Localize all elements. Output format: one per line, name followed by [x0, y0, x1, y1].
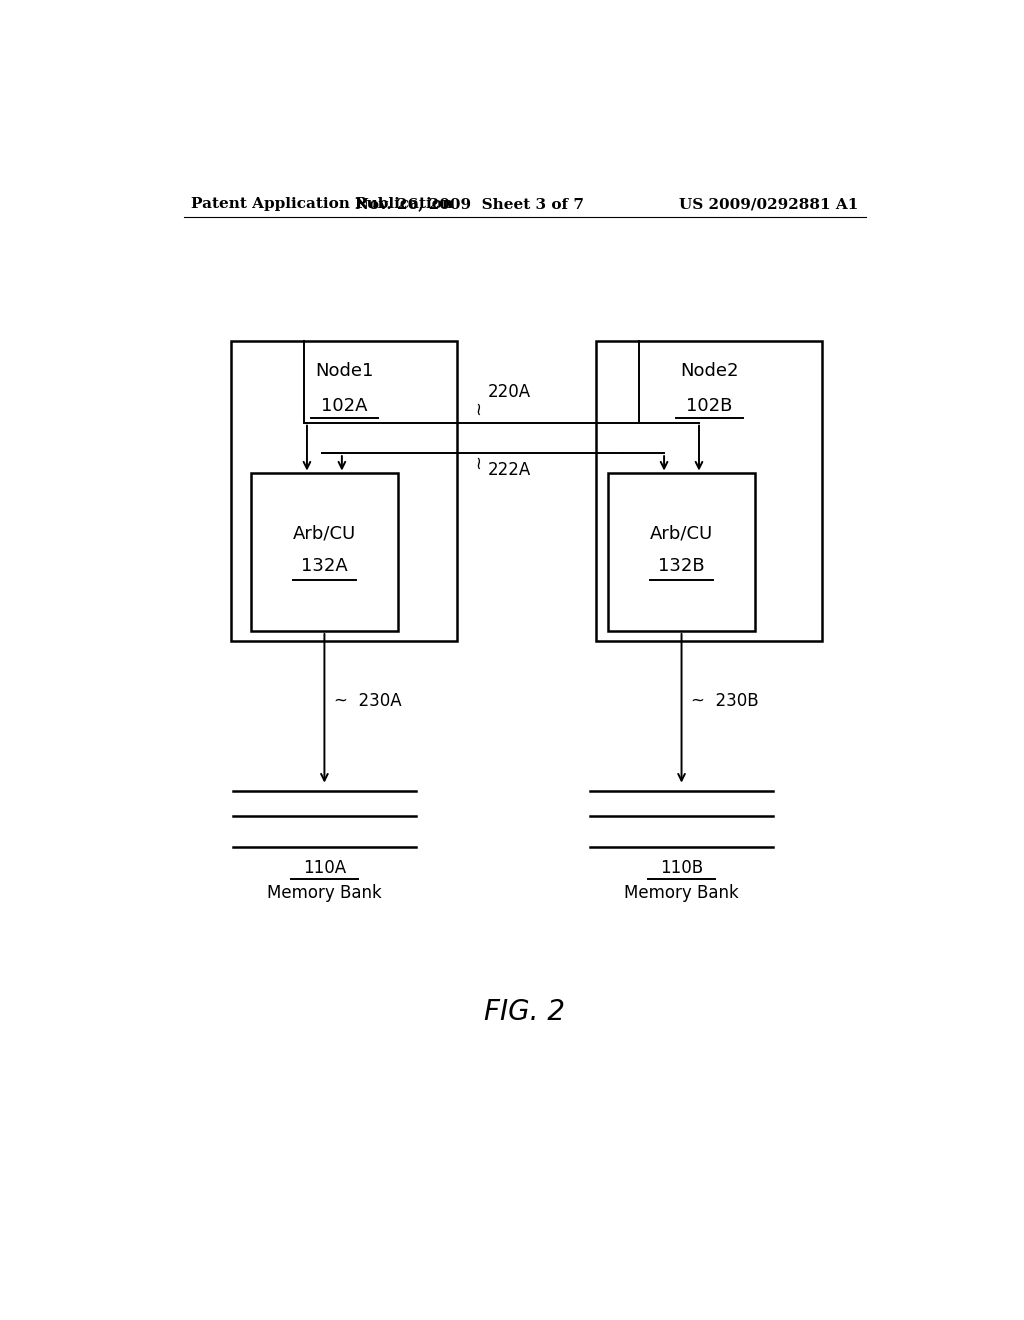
Text: Memory Bank: Memory Bank [267, 884, 382, 902]
FancyBboxPatch shape [231, 342, 458, 642]
Text: 222A: 222A [487, 461, 530, 479]
Text: ~: ~ [467, 401, 484, 417]
Text: ~: ~ [467, 457, 484, 471]
Text: Arb/CU: Arb/CU [650, 525, 713, 543]
Text: Memory Bank: Memory Bank [625, 884, 739, 902]
Text: FIG. 2: FIG. 2 [484, 998, 565, 1026]
FancyBboxPatch shape [596, 342, 822, 642]
FancyBboxPatch shape [251, 474, 397, 631]
Text: ~  230A: ~ 230A [334, 692, 401, 710]
Text: 102B: 102B [686, 397, 732, 416]
Text: 132B: 132B [658, 557, 705, 576]
FancyBboxPatch shape [608, 474, 755, 631]
Text: Node2: Node2 [680, 362, 738, 380]
Text: 220A: 220A [487, 383, 530, 401]
Text: 110A: 110A [303, 859, 346, 876]
Text: ~  230B: ~ 230B [691, 692, 759, 710]
Text: Nov. 26, 2009  Sheet 3 of 7: Nov. 26, 2009 Sheet 3 of 7 [354, 197, 584, 211]
Text: Patent Application Publication: Patent Application Publication [191, 197, 454, 211]
Text: Arb/CU: Arb/CU [293, 525, 356, 543]
Text: 102A: 102A [321, 397, 368, 416]
Text: 110B: 110B [660, 859, 703, 876]
Text: Node1: Node1 [315, 362, 374, 380]
Text: US 2009/0292881 A1: US 2009/0292881 A1 [679, 197, 858, 211]
Text: 132A: 132A [301, 557, 348, 576]
